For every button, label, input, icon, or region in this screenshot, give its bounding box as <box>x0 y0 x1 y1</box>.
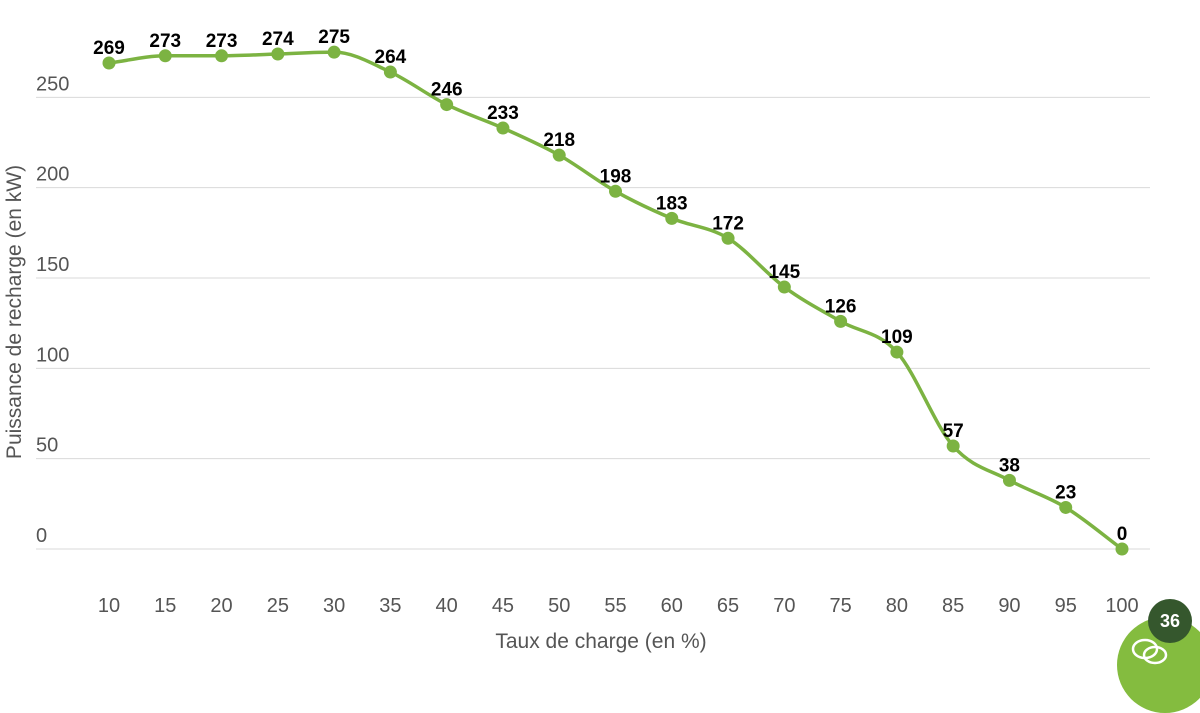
x-tick-label: 60 <box>661 595 683 617</box>
x-tick-label: 80 <box>886 595 908 617</box>
x-tick-label: 90 <box>998 595 1020 617</box>
data-point <box>383 65 397 79</box>
data-label: 275 <box>318 27 350 48</box>
data-labels: 269 273 273 274 275 264 246 233 218 198 183 172 145 1… <box>93 27 1127 545</box>
data-point <box>1115 542 1129 556</box>
data-point <box>946 439 960 453</box>
data-point <box>215 49 229 63</box>
data-point <box>102 56 116 70</box>
data-point <box>834 314 848 328</box>
data-point <box>440 98 454 112</box>
x-tick-label: 35 <box>379 595 401 617</box>
data-label: 145 <box>768 262 800 283</box>
data-point <box>1059 500 1073 514</box>
data-point <box>158 49 172 63</box>
x-tick-label: 20 <box>210 595 232 617</box>
notification-badge[interactable]: 36 <box>1148 599 1192 643</box>
gridlines <box>36 96 1150 550</box>
x-tick-label: 75 <box>829 595 851 617</box>
x-axis-title: Taux de charge (en %) <box>495 630 706 653</box>
data-label: 23 <box>1055 482 1076 503</box>
data-label: 198 <box>600 166 632 187</box>
data-label: 273 <box>149 31 181 52</box>
data-label: 218 <box>543 130 575 151</box>
y-tick-label: 250 <box>36 73 69 95</box>
data-label: 274 <box>262 29 294 50</box>
x-tick-label: 45 <box>492 595 514 617</box>
x-tick-label: 50 <box>548 595 570 617</box>
data-label: 233 <box>487 103 519 124</box>
y-tick-label: 150 <box>36 254 69 276</box>
x-tick-label: 70 <box>773 595 795 617</box>
data-label: 246 <box>431 80 463 101</box>
data-label: 264 <box>375 47 407 68</box>
data-label: 38 <box>999 455 1020 476</box>
x-tick-label: 95 <box>1055 595 1077 617</box>
x-tick-label: 65 <box>717 595 739 617</box>
data-label: 126 <box>825 296 857 317</box>
data-point <box>1002 473 1016 487</box>
data-label: 172 <box>712 213 744 234</box>
data-point <box>665 211 679 225</box>
y-axis-ticks: 0 50 100 150 200 250 <box>36 73 69 547</box>
x-tick-label: 30 <box>323 595 345 617</box>
data-label: 273 <box>206 31 238 52</box>
data-point <box>890 345 904 359</box>
x-axis-ticks: 10 15 20 25 30 35 40 45 50 55 60 65 70 75 80 85 90 95 100 <box>98 595 1139 617</box>
data-points <box>102 45 1129 556</box>
data-label: 57 <box>943 421 964 442</box>
x-tick-label: 55 <box>604 595 626 617</box>
data-label: 109 <box>881 327 913 348</box>
data-label: 0 <box>1117 524 1128 545</box>
x-tick-label: 15 <box>154 595 176 617</box>
data-point <box>777 280 791 294</box>
data-point <box>271 47 285 61</box>
y-tick-label: 200 <box>36 164 69 186</box>
data-point <box>496 121 510 135</box>
data-point <box>609 184 622 198</box>
x-tick-label: 100 <box>1105 595 1138 617</box>
x-tick-label: 40 <box>436 595 458 617</box>
y-tick-label: 100 <box>36 344 69 366</box>
data-point <box>327 45 341 59</box>
x-tick-label: 85 <box>942 595 964 617</box>
x-tick-label: 25 <box>267 595 289 617</box>
x-tick-label: 10 <box>98 595 120 617</box>
data-label: 269 <box>93 38 125 59</box>
y-tick-label: 50 <box>36 435 58 457</box>
data-point <box>552 148 566 162</box>
y-axis-title: Puissance de recharge (en kW) <box>3 165 26 459</box>
y-tick-label: 0 <box>36 525 47 547</box>
data-label: 183 <box>656 193 688 214</box>
line-chart: 0 50 100 150 200 250 10 15 20 25 30 35 40 45 50 55 60 65… <box>3 27 1150 653</box>
series-line <box>108 50 1124 551</box>
data-point <box>721 231 735 245</box>
